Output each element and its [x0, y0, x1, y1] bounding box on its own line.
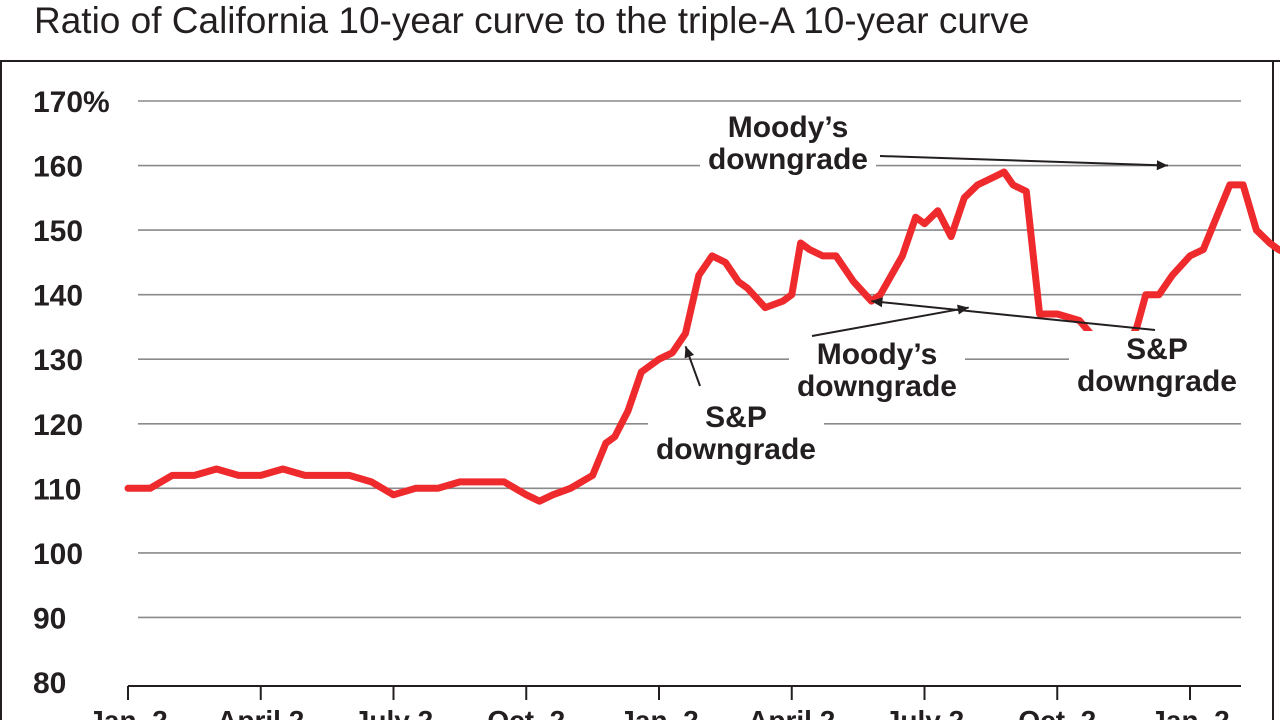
annotation-backing: [1069, 331, 1245, 403]
annotation-label-moodys-2: downgrade: [797, 370, 957, 403]
annotation-backing: [789, 336, 965, 408]
annotation-label-moodys-1: downgrade: [708, 143, 868, 176]
y-tick-label: 160: [33, 151, 83, 184]
y-tick-label: 150: [33, 215, 83, 248]
annotation-label-sp-2: downgrade: [656, 433, 816, 466]
annotation-label-moodys-1: Moody’s: [728, 111, 849, 144]
annotation-label-sp-2: S&P: [705, 401, 767, 434]
y-tick-label: 80: [33, 667, 66, 700]
x-tick-label: July 2: [354, 705, 433, 720]
x-tick-label: April 2: [217, 705, 304, 720]
annotation-backing: [648, 399, 824, 471]
y-tick-label: 110: [33, 473, 81, 506]
x-tick-label: Oct. 2: [487, 705, 565, 720]
x-tick-label: Oct. 2: [1018, 705, 1096, 720]
x-tick-label: Jan. 2: [88, 705, 167, 720]
title-rule: [0, 60, 1280, 62]
y-tick-label: 120: [33, 409, 83, 442]
annotation-backing: [700, 109, 876, 181]
x-tick-label: April 2: [748, 705, 835, 720]
x-tick-label: July 2: [885, 705, 964, 720]
frame-right-border: [1272, 60, 1274, 720]
y-tick-label: 130: [33, 344, 83, 377]
annotation-arrow: [811, 306, 969, 337]
frame-left-border: [0, 60, 2, 720]
annotation-arrow: [871, 300, 1156, 331]
chart-title: Ratio of California 10-year curve to the…: [34, 0, 1030, 41]
x-tick-label: Jan. 2: [619, 705, 698, 720]
annotation-label-sp-1: S&P: [1126, 333, 1188, 366]
annotation-arrow: [879, 155, 1168, 167]
y-tick-label: 170%: [33, 86, 110, 119]
annotation-arrowhead: [871, 297, 883, 308]
series-line-0: [124, 168, 1280, 505]
annotation-arrowhead: [1156, 160, 1168, 171]
annotation-arrowhead: [684, 346, 695, 359]
annotation-label-moodys-2: Moody’s: [817, 338, 938, 371]
x-tick-label: Jan. 2: [1150, 705, 1229, 720]
annotation-label-sp-1: downgrade: [1077, 365, 1237, 398]
y-tick-label: 100: [33, 538, 83, 571]
y-tick-label: 140: [33, 280, 83, 313]
y-tick-label: 90: [33, 602, 66, 635]
